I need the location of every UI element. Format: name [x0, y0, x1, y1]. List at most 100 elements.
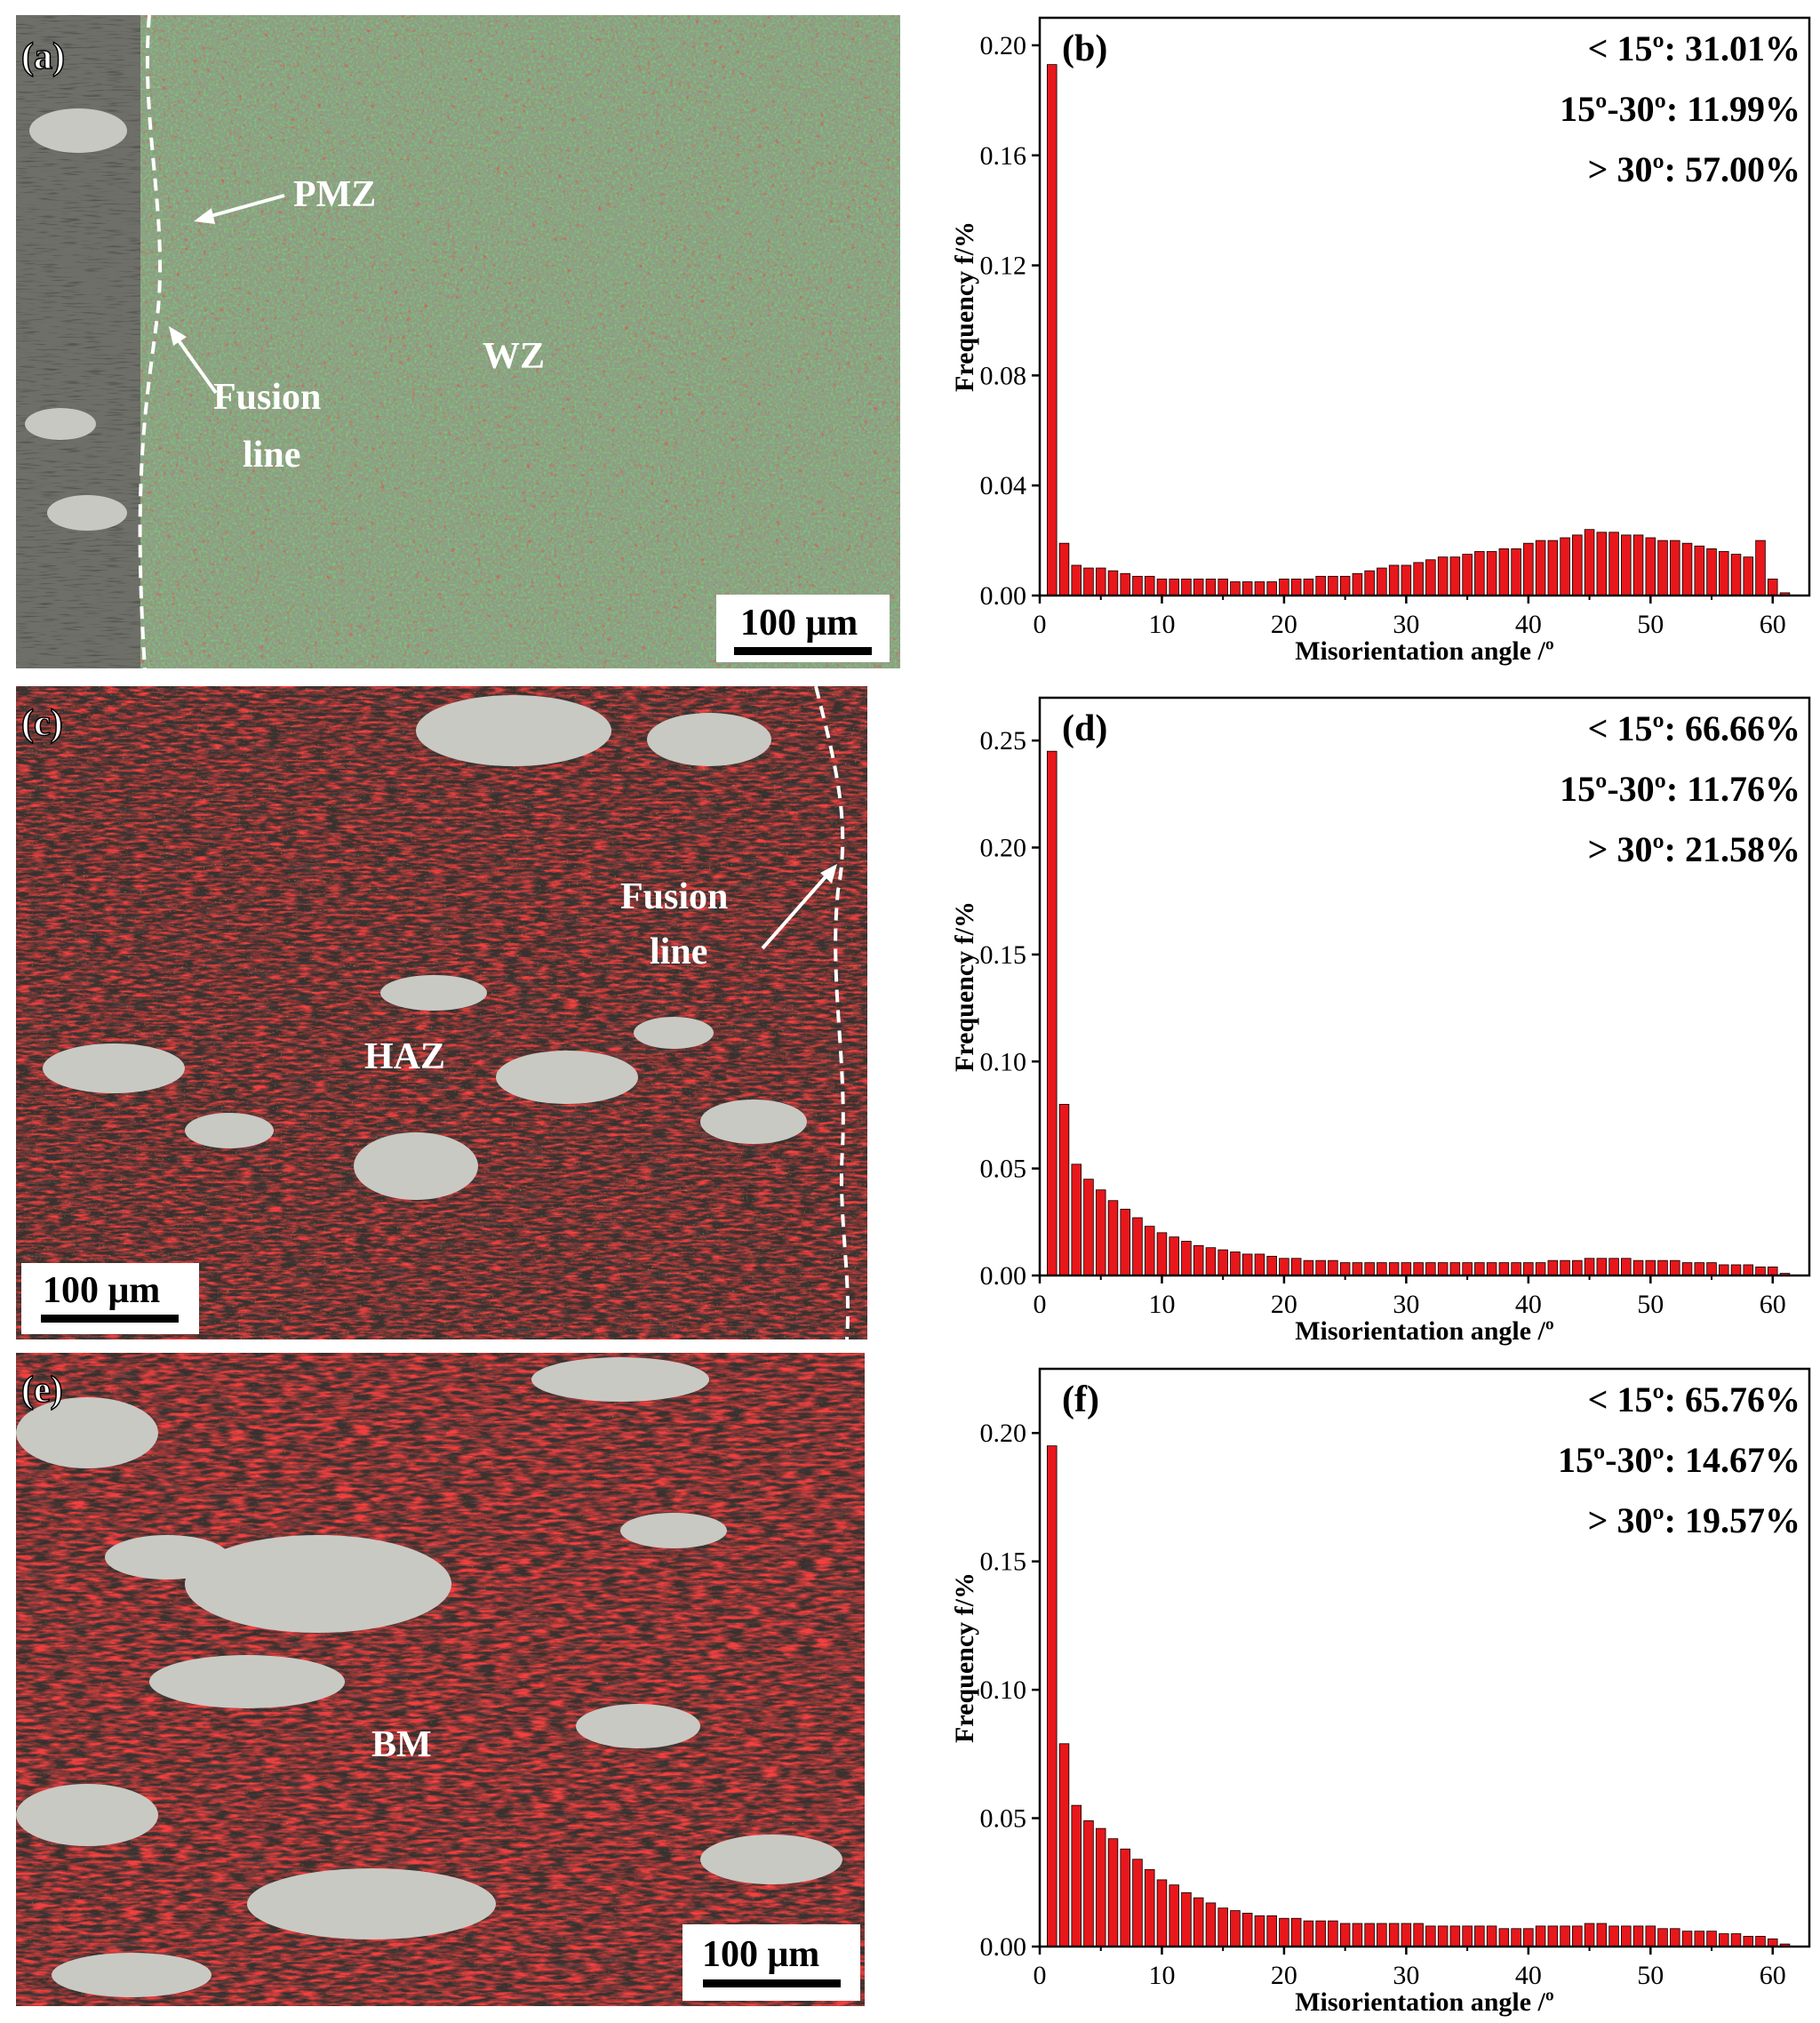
panel-label-c: (c)	[21, 703, 63, 744]
y-tick-label: 0.05	[980, 1155, 1027, 1184]
line-label: line	[243, 435, 300, 476]
y-tick-label: 0.10	[980, 1675, 1027, 1705]
histogram-bar	[1352, 1262, 1363, 1276]
grain-blob	[380, 975, 487, 1011]
histogram-bar	[1217, 1249, 1228, 1276]
x-tick-label: 60	[1760, 1290, 1786, 1319]
y-tick-label: 0.10	[980, 1047, 1027, 1076]
grain-blob	[634, 1017, 714, 1049]
grain-blob	[700, 1835, 842, 1884]
histogram-bar	[1681, 542, 1693, 596]
histogram-bar	[1523, 542, 1534, 596]
histogram-bar	[1156, 579, 1168, 596]
x-tick-label: 10	[1148, 1961, 1175, 1990]
grain-blob	[185, 1113, 274, 1148]
grain-blob	[29, 108, 127, 153]
histogram-bar	[1205, 579, 1217, 596]
histogram-bar	[1486, 1925, 1497, 1947]
histogram-bar	[1254, 1253, 1265, 1276]
grain-blob	[149, 1655, 345, 1708]
panel-label: (b)	[1062, 28, 1107, 69]
histogram-bar	[1437, 556, 1449, 596]
grain-blob	[105, 1535, 229, 1579]
histogram-bar	[1511, 1262, 1521, 1276]
x-tick-label: 20	[1271, 1961, 1297, 1990]
scale-bar-box	[682, 1924, 860, 2001]
histogram-bar	[1156, 1879, 1168, 1947]
plot-frame	[1038, 1367, 1811, 1948]
y-tick-label: 0.25	[980, 726, 1027, 756]
x-tick-label: 40	[1515, 1290, 1542, 1319]
histogram-bar	[1120, 1208, 1130, 1276]
histogram-bar	[1547, 1925, 1559, 1947]
x-tick-label: 40	[1515, 1961, 1542, 1990]
histogram-bar	[1144, 575, 1155, 596]
histogram-bar	[1377, 1262, 1387, 1276]
histogram-bar	[1279, 1917, 1289, 1947]
histogram-bar	[1743, 1264, 1754, 1276]
histogram-bar	[1254, 581, 1265, 596]
histogram-bar	[1388, 564, 1400, 596]
histogram-bar	[1364, 1923, 1375, 1947]
histogram-bar	[1560, 1259, 1570, 1276]
grain-blob	[185, 1535, 451, 1633]
misorientation-stat: 15º-30º: 11.99%	[1560, 89, 1800, 129]
grain-blob	[16, 1784, 158, 1846]
histogram-bar	[1681, 1262, 1693, 1276]
histogram-bar	[1694, 1262, 1705, 1276]
histogram-bar	[1120, 1848, 1130, 1947]
histogram-bar	[1144, 1226, 1155, 1276]
histogram-bar	[1083, 567, 1094, 596]
histogram-bar	[1498, 1262, 1510, 1276]
histogram-bar	[1144, 1868, 1155, 1947]
histogram-bar	[1474, 1262, 1485, 1276]
y-axis-label: Frequency f/%	[950, 1572, 979, 1743]
x-tick-label: 50	[1637, 610, 1664, 639]
x-tick-label: 20	[1271, 610, 1297, 639]
histogram-bar	[1193, 579, 1204, 596]
histogram-b-svg: 0 10 20 30 40 50 60 0.00 0.04 0.08 0.12 0.16 0.20 Mis…	[950, 16, 1811, 666]
histogram-bar	[1608, 1925, 1619, 1947]
histogram-bar	[1046, 64, 1058, 596]
panel-label-a: (a)	[21, 36, 65, 77]
y-tick-label: 0.20	[980, 834, 1027, 863]
histogram-bar	[1328, 575, 1338, 596]
histogram-bar	[1181, 579, 1192, 596]
histogram-bar	[1572, 1925, 1583, 1947]
histogram-bar	[1437, 1925, 1449, 1947]
wz-label: WZ	[483, 336, 545, 377]
x-tick-label: 0	[1034, 610, 1047, 639]
x-tick-label: 0	[1034, 1290, 1047, 1319]
histogram-bar	[1339, 1262, 1351, 1276]
histogram-bar	[1241, 581, 1253, 596]
histogram-bar	[1523, 1262, 1534, 1276]
scale-bar-text: 100 μm	[43, 1270, 160, 1311]
fusion-line	[138, 15, 163, 668]
histogram-bar	[1169, 1236, 1179, 1276]
fusion-line-arrow-head	[169, 326, 187, 346]
histogram-bar	[1107, 1838, 1119, 1947]
panel-label: (d)	[1062, 708, 1107, 749]
pmz-label: PMZ	[293, 174, 376, 215]
plot-frame	[1038, 696, 1811, 1277]
fusion-line-arrow-head	[820, 864, 837, 884]
histogram-bar	[1315, 1920, 1326, 1947]
red-boundaries	[140, 15, 900, 668]
histogram-bar	[1156, 1232, 1168, 1276]
histogram-bar	[1046, 1445, 1058, 1947]
histogram-bar	[1413, 1923, 1424, 1947]
histogram-bar	[1339, 1923, 1351, 1947]
histogram-bar	[1535, 1925, 1546, 1947]
grain-blob	[531, 1357, 709, 1402]
x-axis-label: Misorientation angle /º	[1295, 636, 1554, 666]
histogram-bar	[1657, 1259, 1668, 1276]
histogram-bar	[1670, 540, 1680, 596]
histogram-bar	[1132, 1859, 1143, 1947]
y-tick-label: 0.04	[980, 471, 1027, 500]
grain-blob	[416, 695, 611, 766]
x-tick-label: 60	[1760, 1961, 1786, 1990]
histogram-bar	[1498, 1928, 1510, 1947]
misorientation-stat: < 15º: 31.01%	[1588, 28, 1800, 68]
histogram-bar	[1560, 1925, 1570, 1947]
histogram-bar	[1303, 579, 1314, 596]
